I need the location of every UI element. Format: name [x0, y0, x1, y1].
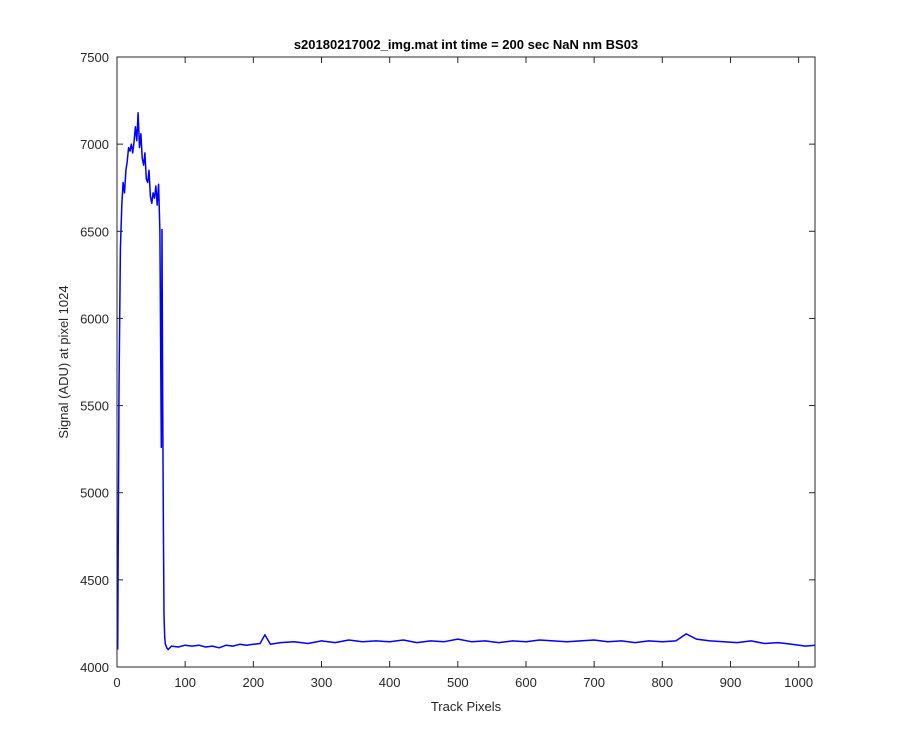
y-tick-label: 4500 — [80, 573, 109, 588]
x-axis: 0 100 200 300 400 500 600 700 800 900 1000 — [113, 57, 813, 690]
plot-frame — [116, 56, 816, 668]
x-tick-label: 100 — [174, 675, 196, 690]
x-tick-label: 900 — [720, 675, 742, 690]
x-axis-label: Track Pixels — [431, 699, 502, 714]
y-axis-label: Signal (ADU) at pixel 1024 — [56, 285, 71, 438]
x-tick-label: 1000 — [784, 675, 813, 690]
y-tick-label: 5000 — [80, 486, 109, 501]
x-tick-label: 500 — [447, 675, 469, 690]
plot-area — [117, 57, 815, 667]
y-tick-label: 7500 — [80, 50, 109, 65]
series-layer — [116, 112, 816, 651]
x-tick-label: 0 — [113, 675, 120, 690]
x-tick-label: 200 — [242, 675, 264, 690]
x-tick-label: 800 — [651, 675, 673, 690]
x-tick-label: 600 — [515, 675, 537, 690]
y-tick-label: 5500 — [80, 399, 109, 414]
y-tick-label: 6500 — [80, 224, 109, 239]
chart-title: s20180217002_img.mat int time = 200 sec … — [294, 37, 638, 52]
y-tick-label: 4000 — [80, 660, 109, 675]
x-tick-label: 300 — [311, 675, 333, 690]
y-tick-label: 7000 — [80, 137, 109, 152]
x-tick-label: 400 — [379, 675, 401, 690]
series-line — [116, 112, 816, 651]
y-tick-label: 6000 — [80, 311, 109, 326]
y-axis: 4000 4500 5000 5500 6000 6500 7000 7500 — [80, 50, 815, 675]
x-tick-label: 700 — [583, 675, 605, 690]
